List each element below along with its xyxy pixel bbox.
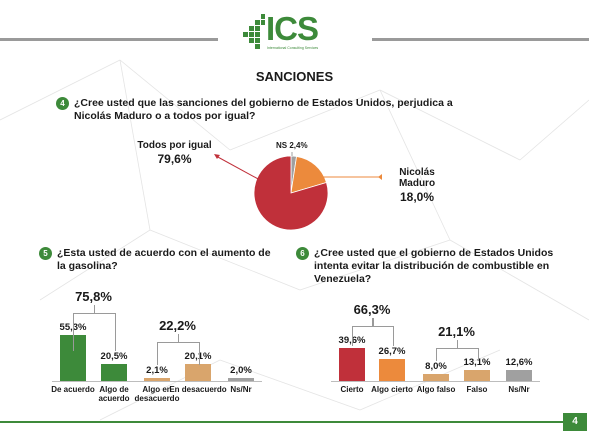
q6-group-bracket-1	[436, 347, 479, 362]
q5-value-label-1: 20,5%	[100, 350, 128, 362]
pie-label-todos: Todos por igual 79,6%	[137, 140, 212, 166]
q6-value-label-2: 8,0%	[425, 361, 447, 373]
pie-leader-todos-marker	[214, 154, 220, 159]
question-6-badge: 6	[296, 247, 309, 260]
pie-label-maduro: Nicolás Maduro 18,0%	[382, 167, 452, 204]
q5-category-label-3: En desacuerdo	[169, 385, 227, 394]
q6-group-bracket-0	[352, 325, 394, 346]
question-4-badge: 4	[56, 97, 69, 110]
header-rule-right	[372, 38, 589, 41]
q5-group-tick-1	[177, 334, 179, 343]
q6-category-label-4: Ns/Nr	[508, 385, 530, 394]
q6-bar-4	[506, 370, 532, 381]
q6-category-label-3: Falso	[466, 385, 488, 394]
q5-category-label-0: De acuerdo	[51, 385, 95, 394]
q5-group-bracket-1	[157, 342, 200, 365]
q5-value-label-4: 2,0%	[230, 365, 252, 376]
pie-label-ns: NS 2,4%	[276, 141, 308, 150]
q6-bar-3	[464, 369, 490, 381]
q5-bar-1	[101, 363, 127, 381]
q6-bar-0	[339, 347, 365, 381]
q5-category-label-4: Ns/Nr	[230, 385, 252, 394]
pie-label-todos-value: 79,6%	[157, 152, 192, 166]
pie-leader-maduro-marker	[378, 174, 382, 180]
page-number: 4	[563, 413, 587, 431]
q6-group-tick-1	[456, 339, 458, 348]
logo-subtitle: International Consulting Services	[267, 46, 319, 50]
question-5-badge: 5	[39, 247, 52, 260]
q6-category-label-1: Algo cierto	[371, 385, 413, 394]
q6-bar-2	[423, 374, 449, 381]
pie-leader-todos	[215, 155, 261, 181]
header-rule-left	[0, 38, 218, 41]
pie-label-maduro-name: Nicolás Maduro	[398, 167, 436, 189]
q5-group-tick-0	[93, 304, 95, 313]
pie-label-ns-value: 2,4%	[289, 141, 308, 150]
q5-group-label-1: 22,2%	[159, 318, 196, 334]
q6-group-label-1: 21,1%	[438, 323, 475, 339]
pie-label-ns-name: NS	[276, 141, 288, 150]
q5-group-bracket-0	[73, 312, 116, 351]
q6-group-tick-0	[372, 317, 374, 326]
q5-bar-3	[185, 364, 211, 381]
q5-baseline	[52, 381, 262, 382]
question-5-text: ¿Esta usted de acuerdo con el aumento de…	[57, 247, 271, 272]
q6-category-label-0: Cierto	[340, 385, 364, 394]
question-6-text: ¿Cree usted que el gobierno de Estados U…	[314, 247, 554, 285]
q6-value-label-4: 12,6%	[505, 357, 533, 369]
q5-group-label-0: 75,8%	[75, 288, 112, 304]
q6-bar-1	[379, 358, 405, 381]
pie-label-maduro-value: 18,0%	[399, 190, 435, 204]
q5-value-label-3: 20,1%	[184, 351, 212, 363]
pie-slice-todos	[253, 155, 329, 231]
footer-rule	[0, 421, 563, 423]
q5-category-label-1: Algo de acuerdo	[98, 385, 130, 403]
q6-group-label-0: 66,3%	[353, 301, 391, 317]
q5-value-label-2: 2,1%	[146, 365, 168, 376]
q6-category-label-2: Algo falso	[416, 385, 456, 394]
q6-value-label-3: 13,1%	[463, 356, 491, 368]
section-title: SANCIONES	[255, 69, 334, 84]
pie-label-todos-name: Todos por igual	[137, 140, 212, 151]
q5-bar-4	[228, 378, 254, 381]
logo-text: ICS	[266, 10, 319, 47]
q5-category-label-2: Algo en desacuerdo	[134, 385, 180, 403]
pie-slice-maduro	[290, 155, 327, 194]
q6-baseline	[331, 381, 540, 382]
ics-logo-icon	[243, 14, 265, 49]
q5-bar-2	[144, 378, 170, 381]
q6-value-label-1: 26,7%	[378, 345, 406, 357]
question-4-text: ¿Cree usted que las sanciones del gobier…	[74, 97, 453, 122]
